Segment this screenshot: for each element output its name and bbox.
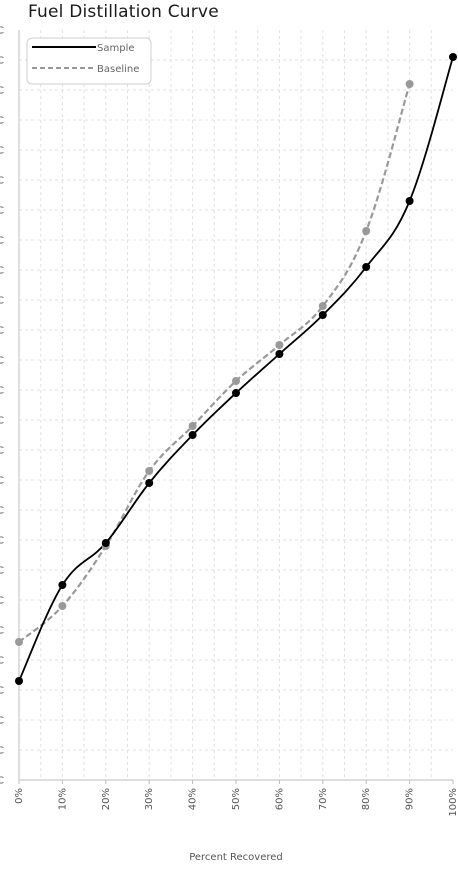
x-tick-label: 70%	[318, 788, 329, 810]
axes	[18, 30, 454, 784]
baseline-data-point	[188, 422, 197, 430]
y-tick-label: °C	[0, 746, 4, 757]
sample-data-point	[145, 479, 154, 487]
y-tick-label: °C	[0, 506, 4, 517]
y-tick-label: °C	[0, 536, 4, 547]
baseline-data-point	[232, 377, 240, 385]
sample-data-point	[362, 263, 371, 271]
y-tick-label: °C	[0, 416, 4, 427]
x-tick-label: 30%	[144, 788, 155, 810]
y-tick-label: °C	[0, 26, 4, 37]
x-tick-labels: 0% 10% 20% 30% 40% 50% 60% 70% 80% 90% 100%	[14, 788, 458, 817]
y-tick-label: °C	[0, 116, 4, 127]
grid-lines	[19, 30, 453, 780]
sample-data-point	[232, 389, 240, 397]
y-tick-label: °C	[0, 476, 4, 487]
sample-data-point	[275, 350, 284, 358]
y-tick-label: °C	[0, 356, 4, 367]
y-tick-label: °C	[0, 236, 4, 247]
sample-data-point	[405, 197, 414, 205]
legend: Sample Baseline	[26, 37, 152, 85]
baseline-data-point	[145, 467, 154, 475]
x-tick-label: 40%	[188, 788, 199, 810]
sample-data-point	[449, 53, 457, 61]
x-tick-label: 20%	[101, 788, 112, 810]
y-tick-label: °C	[0, 776, 4, 787]
x-tick-label: 100%	[448, 788, 458, 817]
legend-box	[26, 37, 152, 85]
sample-data-point	[15, 677, 23, 685]
y-tick-label: °C	[0, 386, 4, 397]
sample-data-point	[318, 311, 327, 319]
sample-data-point	[188, 431, 197, 439]
sample-data-point	[101, 539, 110, 547]
y-tick-label: °C	[0, 86, 4, 97]
y-tick-label: °C	[0, 176, 4, 187]
x-tick-label: 0%	[14, 788, 25, 804]
baseline-data-point	[275, 341, 284, 349]
y-tick-labels: °C °C °C °C °C °C °C °C °C °C °C °C °C °C °C °C °C °C °C °C…	[0, 26, 4, 787]
legend-label-sample: Sample	[97, 43, 135, 54]
y-tick-label: °C	[0, 266, 4, 277]
y-tick-label: °C	[0, 716, 4, 727]
x-tick-label: 80%	[361, 788, 372, 810]
x-tick-label: 60%	[274, 788, 285, 810]
baseline-data-point	[15, 638, 23, 646]
baseline-series-line	[18, 83, 411, 643]
baseline-data-point	[405, 80, 414, 88]
y-tick-label: °C	[0, 566, 4, 577]
y-tick-label: °C	[0, 596, 4, 607]
series-points	[15, 53, 457, 685]
y-tick-label: °C	[0, 296, 4, 307]
y-tick-label: °C	[0, 686, 4, 697]
x-tick-label: 90%	[405, 788, 416, 810]
baseline-data-point	[318, 302, 327, 310]
y-tick-label: °C	[0, 446, 4, 457]
legend-label-baseline: Baseline	[97, 64, 139, 75]
baseline-data-point	[58, 602, 67, 610]
y-tick-label: °C	[0, 326, 4, 337]
baseline-data-point	[362, 227, 371, 235]
sample-data-point	[58, 581, 67, 589]
x-tick-label: 50%	[231, 788, 242, 810]
y-tick-label: °C	[0, 626, 4, 637]
y-tick-label: °C	[0, 206, 4, 217]
x-axis-label: Percent Recovered	[189, 852, 283, 863]
y-tick-label: °C	[0, 146, 4, 157]
y-tick-label: °C	[0, 656, 4, 667]
y-tick-label: °C	[0, 56, 4, 67]
chart-title: Fuel Distillation Curve	[28, 2, 219, 22]
x-tick-label: 10%	[57, 788, 68, 810]
